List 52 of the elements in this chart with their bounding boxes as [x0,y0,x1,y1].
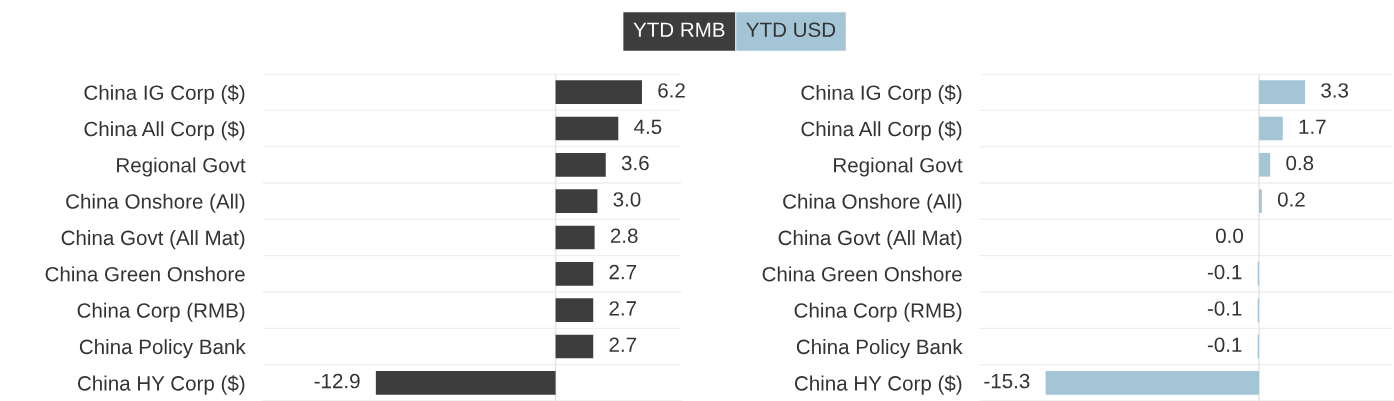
bar [1259,189,1262,213]
y-tick-label: Regional Govt [117,157,246,177]
data-label: -0.1 [1207,264,1242,280]
y-tick-label: China IG Corp ($) [84,84,245,105]
text: YTD USD [746,22,836,38]
bar [555,189,598,213]
y-tick-label: China Corp (RMB) [77,302,245,322]
bar [1259,80,1306,104]
data-label: 0.2 [1277,192,1305,207]
y-tick-label: China Green Onshore [45,266,245,282]
bar [375,371,556,395]
bar [555,262,594,286]
data-label: 3.0 [613,192,641,207]
bar [1259,153,1271,177]
data-label: 2.7 [609,337,637,352]
y-tick-label: Regional Govt [834,157,963,177]
data-label: 2.7 [609,264,637,280]
y-tick-label: China Policy Bank [79,339,246,359]
data-label: 0.0 [1216,228,1243,244]
data-label: 6.2 [658,83,685,98]
y-tick-label: China Onshore (All) [783,193,962,213]
bar [555,116,619,141]
y-tick-label: China Policy Bank [796,339,963,359]
bar [555,153,606,177]
bar [555,334,594,359]
data-label: 4.5 [634,119,662,135]
bar [1259,116,1283,141]
data-label: 2.7 [609,301,637,316]
text: YTD RMB [633,22,725,37]
data-label: -15.3 [984,373,1030,389]
y-tick-label: China Govt (All Mat) [778,230,962,250]
y-tick-label: China Corp (RMB) [794,302,962,322]
data-label: -12.9 [314,373,360,389]
y-tick-label: China Onshore (All) [66,193,245,213]
data-label: 3.6 [621,155,649,171]
data-label: -0.1 [1207,301,1242,316]
bar [555,298,594,322]
data-label: 2.8 [610,228,638,244]
bar [555,80,642,104]
y-tick-label: China IG Corp ($) [801,84,962,105]
data-label: 1.7 [1299,119,1326,134]
y-tick-label: China Green Onshore [762,266,962,282]
data-label: 0.8 [1286,155,1314,171]
y-tick-label: China HY Corp ($) [77,375,245,395]
y-tick-label: China All Corp ($) [84,120,245,141]
y-tick-label: China HY Corp ($) [794,375,962,395]
data-label: 3.3 [1321,83,1349,98]
data-label: -0.1 [1207,337,1242,353]
bar [555,225,595,250]
y-tick-label: China Govt (All Mat) [61,230,245,250]
bar [1045,371,1260,395]
y-tick-label: China All Corp ($) [801,120,962,141]
